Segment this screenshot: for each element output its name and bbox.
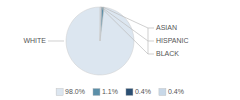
leader-line [148, 41, 154, 42]
legend-item: 0.4% [159, 88, 184, 95]
leader-line [100, 7, 148, 54]
legend-label: 0.4% [135, 88, 151, 95]
slice-label: ASIAN [156, 24, 177, 31]
legend-label: 0.4% [168, 88, 184, 95]
pie-slice [100, 7, 102, 41]
chart: WHITE ASIAN HISPANIC BLACK 98.0% 1.1% 0.4% 0.4% [0, 0, 240, 100]
leader-line [148, 54, 154, 55]
legend-label: 98.0% [65, 88, 85, 95]
pie [66, 7, 134, 75]
legend-swatch [93, 89, 100, 96]
legend-swatch [126, 89, 133, 96]
label-bracket [148, 28, 149, 54]
legend-label: 1.1% [102, 88, 118, 95]
slice-labels: WHITE ASIAN HISPANIC BLACK [23, 7, 188, 57]
legend: 98.0% 1.1% 0.4% 0.4% [56, 88, 184, 95]
legend-item: 1.1% [93, 88, 118, 95]
slice-label: HISPANIC [156, 37, 189, 44]
pie-slice [100, 7, 102, 41]
pie-slice [100, 7, 104, 41]
leader-line [101, 7, 148, 41]
legend-item: 98.0% [56, 88, 85, 95]
leader-line [148, 28, 154, 29]
leader-line [48, 41, 64, 42]
legend-item: 0.4% [126, 88, 151, 95]
legend-swatch [56, 89, 63, 96]
pie-slice [66, 7, 134, 75]
legend-swatch [159, 89, 166, 96]
slice-label: BLACK [156, 50, 179, 57]
slice-label: WHITE [23, 37, 46, 44]
